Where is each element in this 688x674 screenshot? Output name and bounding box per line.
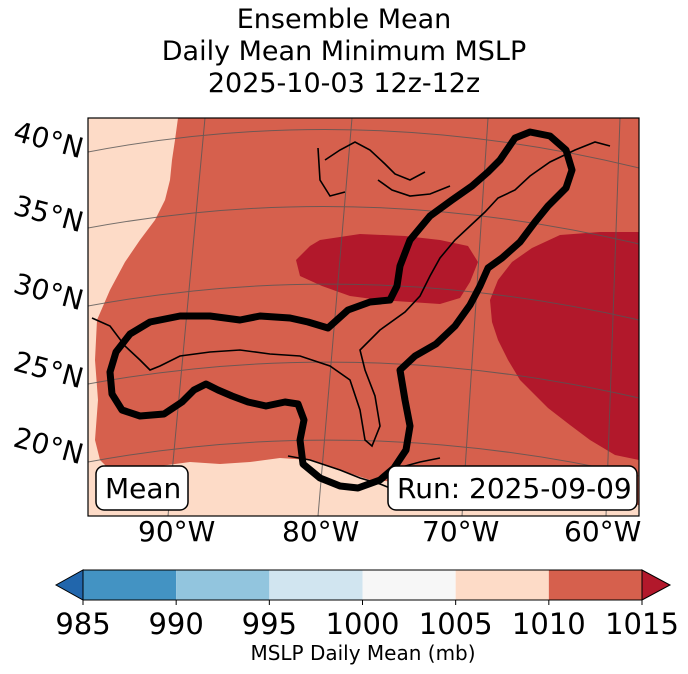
colorbar-segment: [455, 570, 549, 600]
pressure-field-high-coastal: [296, 234, 478, 304]
colorbar-segment: [548, 570, 642, 600]
title-line-1: Ensemble Mean: [236, 4, 452, 35]
pressure-field-medium: [95, 118, 639, 505]
colorbar-label: MSLP Daily Mean (mb): [250, 641, 475, 665]
mean-label: Mean: [105, 472, 181, 505]
lat-label-30n: 30°N: [10, 267, 87, 317]
colorbar-tick-label: 1010: [512, 607, 586, 641]
lat-label-20n: 20°N: [10, 421, 87, 471]
contour-1010: [106, 128, 576, 492]
run-label: Run: 2025-09-09: [397, 472, 632, 505]
colorbar-tick-label: 1015: [605, 607, 679, 641]
title-line-3: 2025-10-03 12z-12z: [207, 68, 481, 99]
colorbar-segment: [362, 570, 456, 600]
colorbar-tick-label: 985: [55, 607, 110, 641]
colorbar-segment: [83, 570, 177, 600]
coastlines: [91, 141, 611, 491]
lon-label-60w: 60°W: [564, 515, 641, 548]
run-label-box: Run: 2025-09-09: [387, 465, 638, 511]
colorbar-segment: [176, 570, 270, 600]
figure-title: Ensemble Mean Daily Mean Minimum MSLP 20…: [0, 4, 688, 100]
colorbar-tick-label: 990: [148, 607, 203, 641]
pressure-field-high-atlantic: [490, 232, 639, 460]
colorbar: 985 990 995 1000 1005 1010 1015: [54, 569, 679, 641]
colorbar-over-extension: [641, 569, 672, 601]
lon-label-90w: 90°W: [138, 515, 215, 548]
lon-label-80w: 80°W: [282, 515, 359, 548]
colorbar-tick-label: 1005: [419, 607, 493, 641]
map-panel: [88, 118, 639, 516]
colorbar-under-extension: [54, 569, 84, 601]
colorbar-segment: [269, 570, 363, 600]
title-line-2: Daily Mean Minimum MSLP: [161, 36, 527, 67]
colorbar-tick-label: 995: [242, 607, 297, 641]
mean-label-box: Mean: [95, 465, 189, 511]
colorbar-tick-label: 1000: [326, 607, 400, 641]
lon-label-70w: 70°W: [422, 515, 499, 548]
lat-label-25n: 25°N: [10, 345, 87, 395]
lat-label-35n: 35°N: [10, 189, 87, 239]
map-frame: [87, 117, 640, 517]
lat-label-40n: 40°N: [10, 115, 87, 165]
